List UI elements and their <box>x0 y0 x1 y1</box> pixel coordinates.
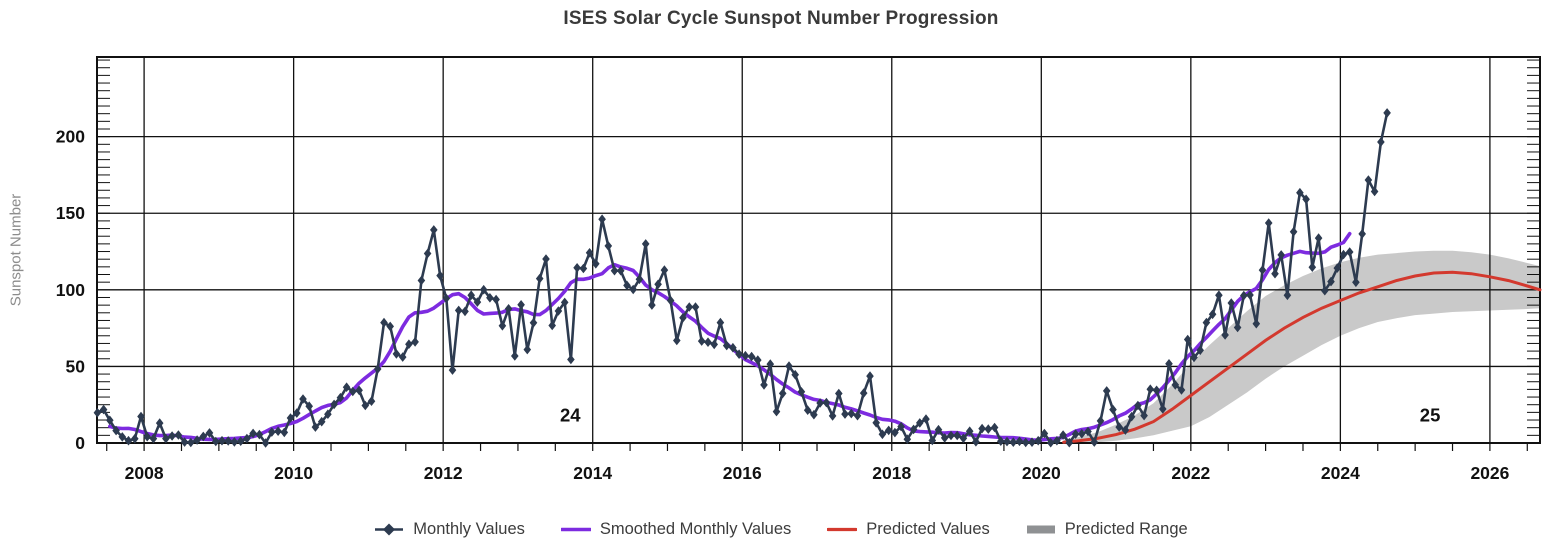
cycle-label-25: 25 <box>1420 405 1441 426</box>
legend-label: Smoothed Monthly Values <box>599 520 792 538</box>
x-tick-label: 2010 <box>274 463 313 483</box>
chart-title: ISES Solar Cycle Sunspot Number Progress… <box>563 8 999 29</box>
y-tick-label: 50 <box>66 356 86 376</box>
x-tick-label: 2024 <box>1321 463 1360 483</box>
y-tick-label: 0 <box>75 433 85 453</box>
x-tick-label: 2026 <box>1470 463 1509 483</box>
legend-label: Monthly Values <box>413 520 525 538</box>
x-tick-label: 2012 <box>424 463 463 483</box>
predicted-line-icon <box>827 527 858 532</box>
predicted-range-band <box>1063 250 1540 443</box>
smoothed-line-icon <box>560 527 591 532</box>
x-tick-label: 2014 <box>573 463 612 483</box>
legend: Monthly Values Smoothed Monthly Values P… <box>0 520 1562 539</box>
cycle-label-24: 24 <box>560 405 581 426</box>
legend-item-monthly-values: Monthly Values <box>374 520 525 539</box>
legend-item-predicted-values: Predicted Values <box>827 520 990 539</box>
legend-label: Predicted Values <box>866 520 990 538</box>
legend-item-smoothed-monthly-values: Smoothed Monthly Values <box>560 520 792 539</box>
predicted-values-line <box>1062 270 1542 444</box>
plot-frame <box>96 56 1541 444</box>
x-tick-label: 2008 <box>125 463 164 483</box>
legend-item-predicted-range: Predicted Range <box>1026 520 1188 539</box>
x-tick-label: 2020 <box>1022 463 1061 483</box>
y-tick-label: 100 <box>56 280 85 300</box>
x-tick-label: 2018 <box>872 463 911 483</box>
predicted-range-swatch-icon <box>1026 525 1055 534</box>
y-tick-label: 150 <box>56 203 85 223</box>
legend-label: Predicted Range <box>1064 520 1188 538</box>
y-tick-label: 200 <box>56 127 85 147</box>
x-tick-label: 2022 <box>1171 463 1210 483</box>
monthly-values-marker-icon <box>375 523 404 536</box>
x-tick-label: 2016 <box>723 463 762 483</box>
